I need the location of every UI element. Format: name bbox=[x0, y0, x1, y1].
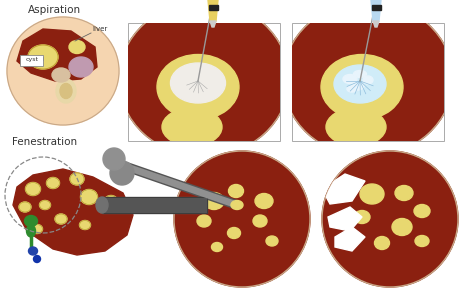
Polygon shape bbox=[322, 174, 365, 204]
Ellipse shape bbox=[352, 82, 364, 90]
Ellipse shape bbox=[56, 79, 76, 103]
Circle shape bbox=[322, 151, 458, 287]
Bar bbox=[292, 23, 444, 141]
Ellipse shape bbox=[363, 76, 373, 84]
Ellipse shape bbox=[96, 197, 108, 213]
Ellipse shape bbox=[81, 190, 98, 205]
Ellipse shape bbox=[119, 1, 289, 156]
Circle shape bbox=[103, 148, 125, 170]
Text: liver: liver bbox=[92, 26, 107, 32]
Ellipse shape bbox=[231, 201, 243, 210]
Ellipse shape bbox=[255, 193, 273, 208]
Ellipse shape bbox=[55, 214, 67, 224]
Ellipse shape bbox=[211, 242, 222, 251]
Ellipse shape bbox=[228, 184, 244, 198]
Ellipse shape bbox=[228, 228, 240, 239]
Ellipse shape bbox=[395, 185, 413, 201]
Ellipse shape bbox=[204, 193, 224, 210]
Ellipse shape bbox=[171, 63, 226, 103]
Ellipse shape bbox=[69, 40, 85, 54]
Ellipse shape bbox=[26, 182, 40, 196]
Ellipse shape bbox=[392, 219, 412, 236]
Ellipse shape bbox=[360, 184, 384, 204]
Ellipse shape bbox=[162, 108, 222, 146]
Circle shape bbox=[110, 161, 134, 185]
Ellipse shape bbox=[157, 54, 239, 120]
Polygon shape bbox=[210, 21, 216, 27]
Ellipse shape bbox=[104, 196, 118, 207]
Ellipse shape bbox=[70, 173, 84, 185]
Text: Aspiration: Aspiration bbox=[28, 5, 81, 15]
FancyBboxPatch shape bbox=[20, 54, 44, 65]
Ellipse shape bbox=[52, 68, 70, 82]
Ellipse shape bbox=[197, 215, 211, 227]
Ellipse shape bbox=[31, 225, 43, 234]
Ellipse shape bbox=[46, 178, 60, 188]
Bar bbox=[292, 23, 444, 141]
Polygon shape bbox=[371, 0, 381, 21]
Polygon shape bbox=[17, 29, 97, 81]
Ellipse shape bbox=[28, 45, 58, 69]
Ellipse shape bbox=[354, 71, 366, 77]
Circle shape bbox=[174, 151, 310, 287]
Bar bbox=[102, 197, 207, 213]
Ellipse shape bbox=[80, 220, 91, 230]
Bar bbox=[128, 23, 280, 141]
Ellipse shape bbox=[39, 201, 51, 210]
Ellipse shape bbox=[347, 86, 357, 92]
Polygon shape bbox=[13, 169, 133, 255]
Polygon shape bbox=[328, 207, 362, 231]
Text: cyst: cyst bbox=[26, 57, 38, 62]
Ellipse shape bbox=[414, 205, 430, 217]
Ellipse shape bbox=[28, 247, 37, 255]
Ellipse shape bbox=[69, 57, 93, 77]
Polygon shape bbox=[335, 227, 365, 251]
Ellipse shape bbox=[7, 17, 119, 125]
Ellipse shape bbox=[19, 202, 31, 212]
Bar bbox=[102, 197, 207, 213]
Ellipse shape bbox=[321, 54, 403, 120]
Ellipse shape bbox=[374, 237, 390, 249]
Polygon shape bbox=[208, 0, 218, 21]
Ellipse shape bbox=[343, 74, 357, 83]
Bar bbox=[209, 5, 218, 10]
Ellipse shape bbox=[266, 236, 278, 246]
Circle shape bbox=[174, 151, 310, 287]
Text: Fenestration: Fenestration bbox=[12, 137, 77, 147]
Ellipse shape bbox=[334, 65, 386, 103]
Ellipse shape bbox=[27, 225, 36, 237]
Ellipse shape bbox=[34, 256, 40, 263]
Ellipse shape bbox=[326, 108, 386, 146]
Ellipse shape bbox=[60, 83, 72, 98]
Ellipse shape bbox=[253, 215, 267, 227]
Ellipse shape bbox=[283, 1, 453, 156]
Polygon shape bbox=[373, 21, 379, 27]
Ellipse shape bbox=[415, 236, 429, 246]
Bar bbox=[372, 5, 381, 10]
Ellipse shape bbox=[25, 216, 37, 227]
Bar bbox=[128, 23, 280, 141]
Ellipse shape bbox=[354, 210, 370, 223]
Circle shape bbox=[322, 151, 458, 287]
